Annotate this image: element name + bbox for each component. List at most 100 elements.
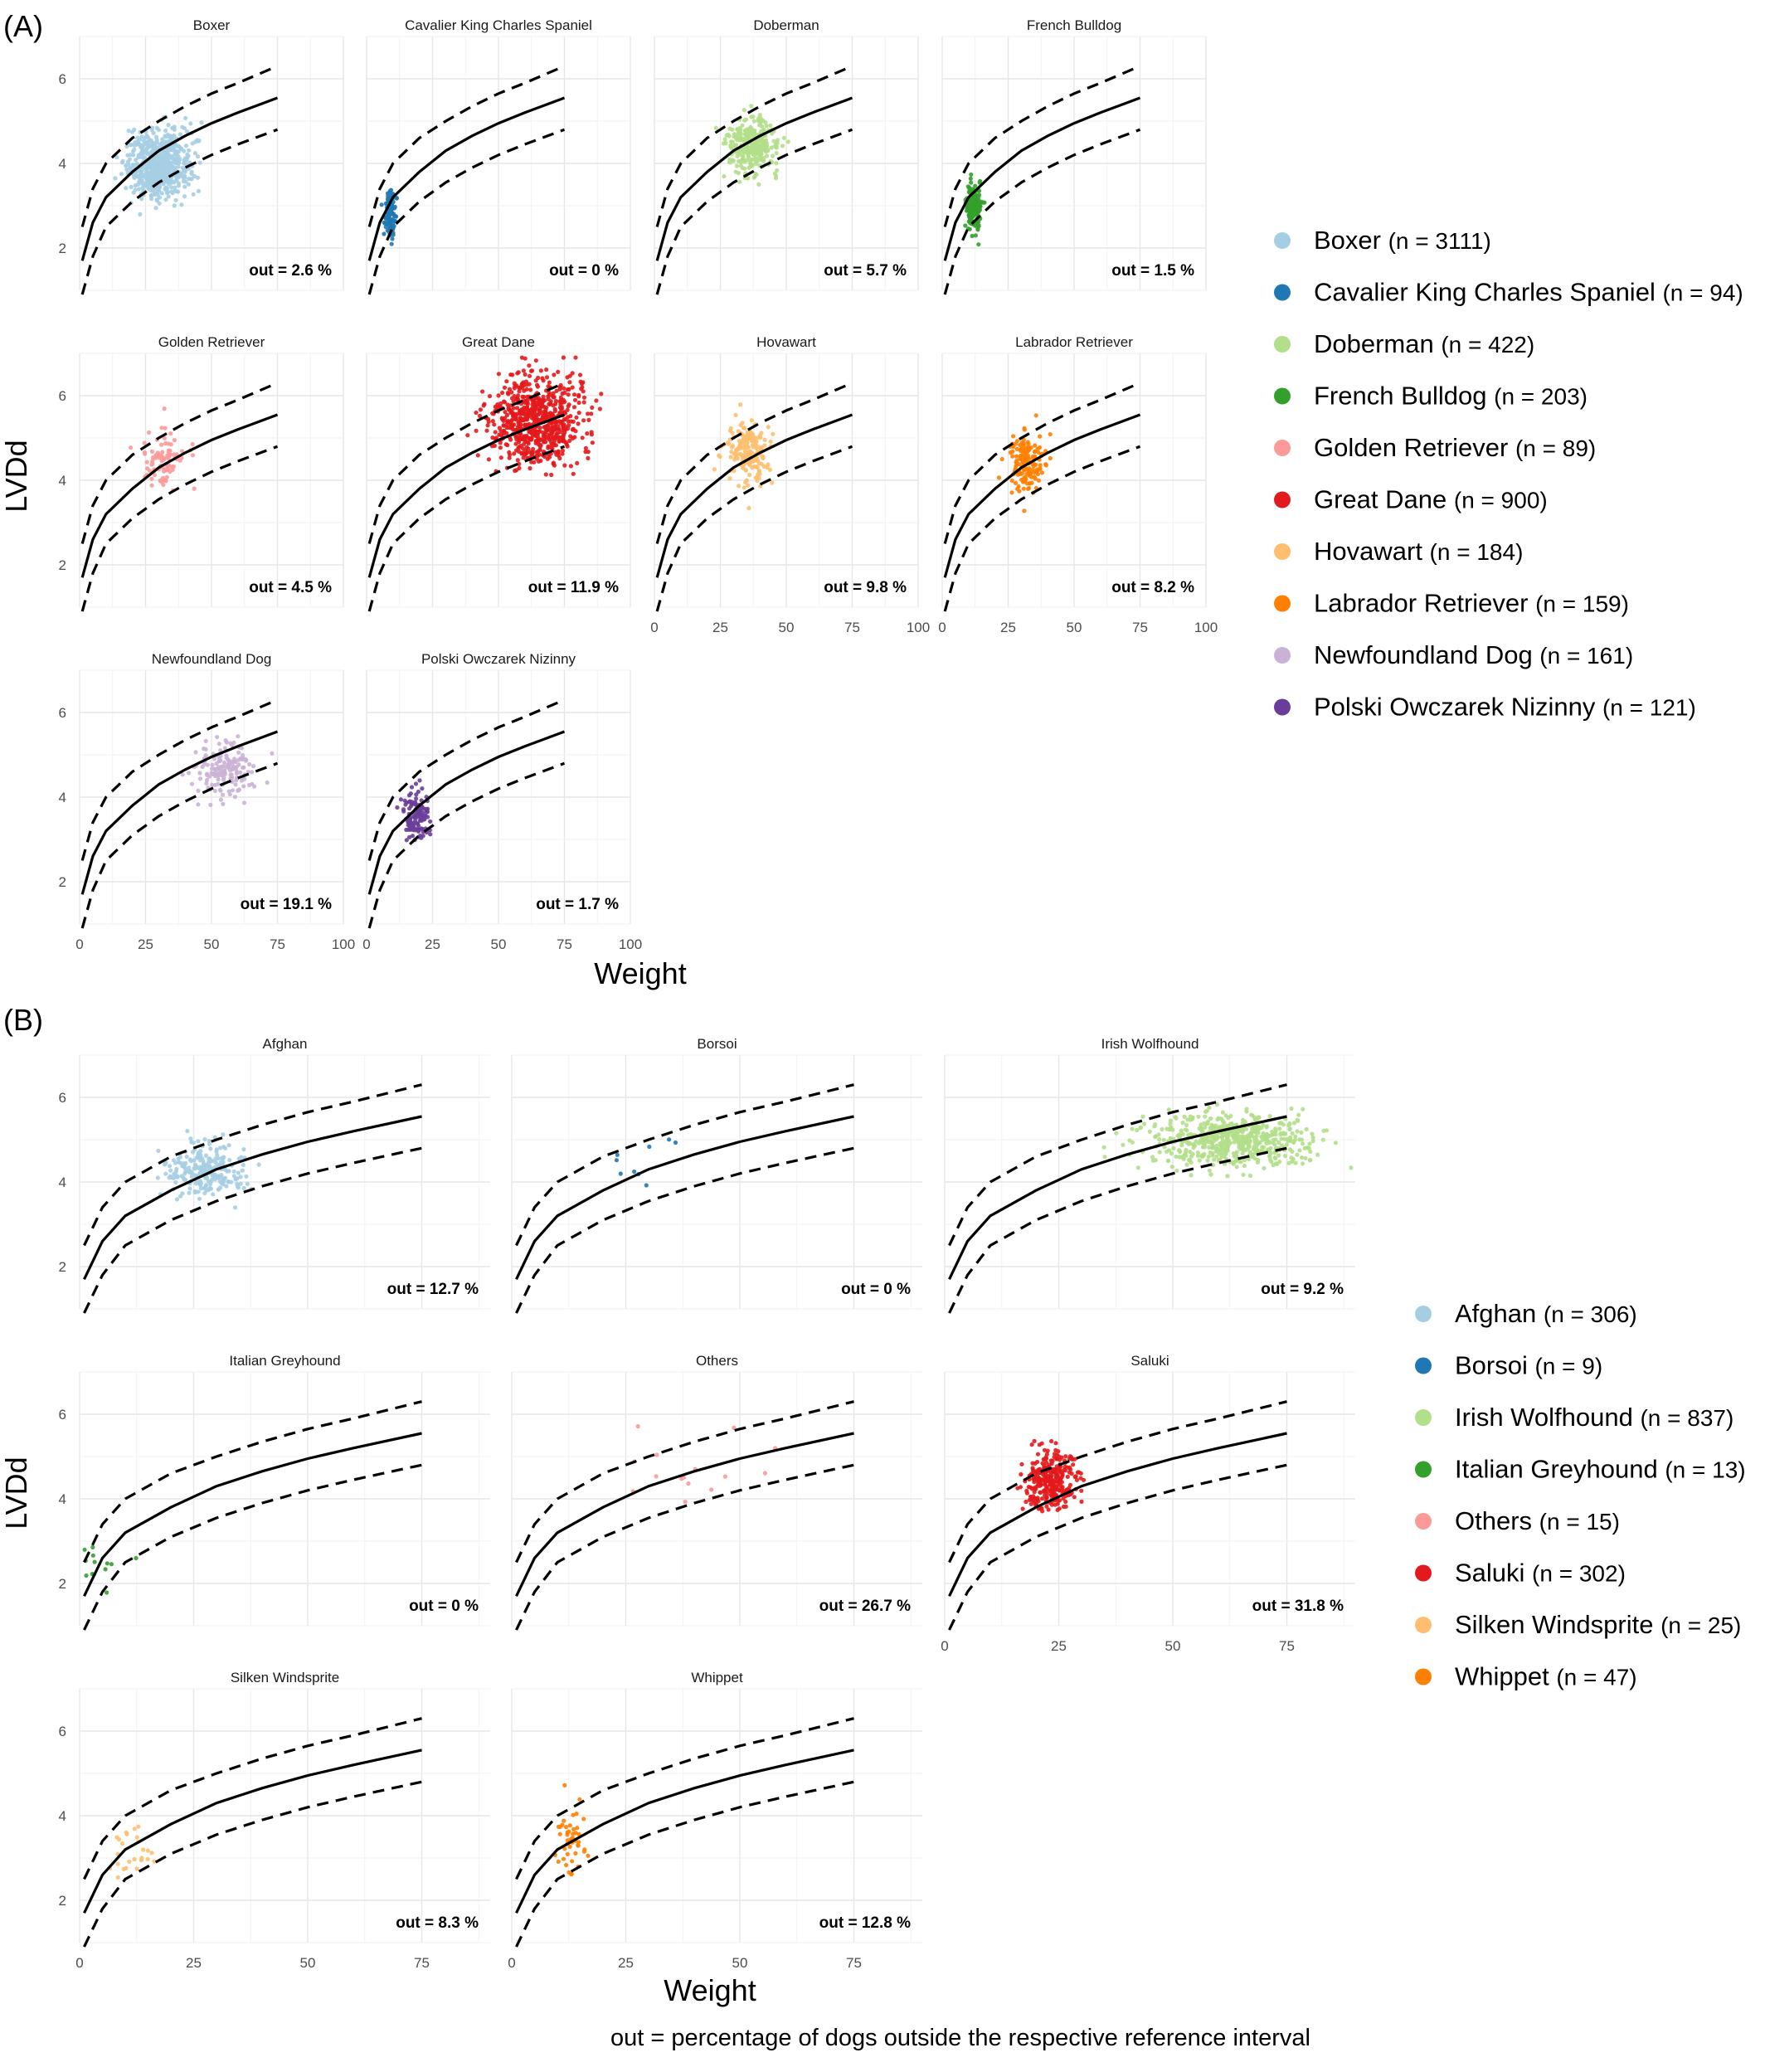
data-point: [1241, 1147, 1247, 1152]
data-point: [537, 407, 542, 412]
data-point: [1024, 477, 1028, 482]
data-point: [1157, 1137, 1162, 1142]
legend-label: Afghan (n = 306): [1455, 1299, 1637, 1328]
data-point: [412, 826, 417, 831]
data-point: [203, 738, 208, 744]
facet-newfoundland-dog: Newfoundland Dog 2 4 6 out = 19.1 %: [59, 651, 344, 929]
out-percentage-label: out = 9.2 %: [1261, 1281, 1344, 1298]
data-point: [215, 734, 220, 740]
data-point: [547, 380, 552, 385]
data-point: [769, 145, 774, 150]
data-point: [1315, 1152, 1320, 1157]
out-percentage-label: out = 31.8 %: [1252, 1598, 1344, 1615]
data-point: [538, 368, 544, 373]
data-point: [182, 175, 187, 180]
data-point: [198, 1149, 203, 1154]
data-point: [212, 772, 217, 777]
legend-swatch: [1274, 647, 1291, 664]
data-point: [152, 192, 157, 197]
data-point: [145, 150, 150, 155]
data-point: [737, 442, 742, 447]
data-point: [751, 459, 756, 464]
data-point: [536, 412, 542, 417]
data-point: [753, 146, 759, 151]
facet-grid: [79, 36, 344, 291]
data-point: [552, 435, 557, 440]
data-point: [1051, 1481, 1057, 1486]
points-whippet: [552, 1783, 591, 1877]
data-point: [551, 460, 557, 465]
data-point: [177, 157, 182, 162]
legend-item-newfoundland-dog: Newfoundland Dog (n = 161): [1274, 640, 1633, 669]
data-point: [545, 423, 550, 428]
lower-reference-curve: [83, 1146, 422, 1314]
data-point: [235, 769, 240, 775]
data-point: [745, 435, 750, 441]
legend-label: Doberman (n = 422): [1314, 329, 1534, 358]
data-point: [1196, 1114, 1201, 1119]
data-point: [743, 479, 748, 485]
data-point: [232, 1205, 238, 1210]
data-point: [1019, 1471, 1024, 1477]
data-point: [535, 417, 541, 422]
data-point: [529, 430, 534, 435]
data-point: [1047, 1475, 1052, 1480]
facet-cavalier-king-charles-spaniel: Cavalier King Charles Spaniel out = 0 %: [366, 17, 631, 295]
data-point: [398, 797, 403, 802]
data-point: [145, 466, 150, 471]
data-point: [566, 426, 571, 431]
data-point: [1251, 1146, 1256, 1151]
x-axis-title: Weight: [664, 1973, 756, 2007]
fitted-curve: [943, 413, 1141, 578]
data-point: [197, 1179, 202, 1184]
data-point: [416, 810, 421, 815]
data-point: [387, 221, 392, 226]
x-ticks-column-3: 0 25 50 75 100: [650, 620, 930, 635]
data-point: [142, 135, 148, 140]
data-point: [556, 453, 562, 458]
data-point: [181, 178, 186, 184]
data-point: [252, 784, 257, 789]
data-point: [1074, 1477, 1079, 1482]
upper-reference-curve: [367, 698, 566, 861]
data-point: [218, 797, 223, 802]
data-point: [162, 406, 167, 411]
data-point: [210, 782, 215, 787]
upper-reference-curve: [515, 1400, 854, 1564]
data-point: [1034, 1497, 1040, 1502]
data-point: [737, 179, 742, 184]
data-point: [565, 444, 570, 449]
data-point: [119, 172, 124, 177]
facet-title: Cavalier King Charles Spaniel: [405, 17, 592, 33]
data-point: [226, 1143, 231, 1148]
legend-label: French Bulldog (n = 203): [1314, 382, 1588, 411]
data-point: [1161, 1137, 1166, 1142]
data-point: [568, 419, 574, 424]
x-tick-label: 0: [362, 936, 370, 952]
data-point: [1268, 1150, 1273, 1155]
data-point: [407, 806, 412, 811]
lower-reference-curve: [943, 128, 1141, 295]
data-point: [1349, 1165, 1354, 1170]
data-point: [517, 389, 522, 394]
data-point: [734, 163, 740, 168]
data-point: [1046, 1507, 1051, 1512]
x-tick-label: 0: [941, 1638, 948, 1654]
data-point: [977, 206, 982, 211]
data-point: [216, 777, 221, 782]
data-point: [156, 1148, 161, 1153]
data-point: [712, 467, 717, 472]
data-point: [163, 1171, 168, 1176]
y-tick-label: 6: [59, 1407, 66, 1423]
data-point: [741, 139, 746, 143]
data-point: [583, 445, 589, 451]
data-point: [162, 456, 167, 462]
data-point: [414, 792, 419, 797]
data-point: [197, 160, 202, 165]
data-point: [1049, 1438, 1054, 1444]
data-point: [172, 438, 177, 443]
data-point: [533, 429, 538, 434]
data-point: [177, 132, 182, 137]
data-point: [1039, 1441, 1044, 1446]
data-point: [504, 430, 509, 435]
